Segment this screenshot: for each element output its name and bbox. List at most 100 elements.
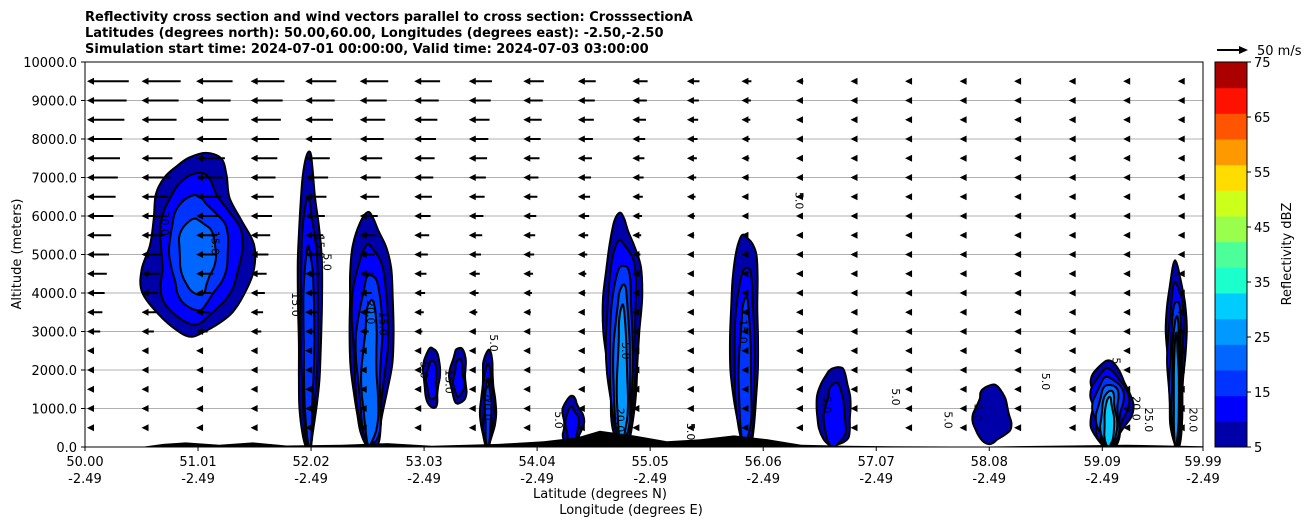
x-tick-label-lat: 53.03	[405, 455, 442, 470]
wind-vector	[905, 135, 913, 143]
wind-vector	[1068, 405, 1076, 412]
wind-vector	[632, 212, 643, 220]
wind-vector	[1068, 193, 1076, 201]
wind-vector	[1177, 424, 1185, 432]
wind-vector	[905, 251, 913, 258]
wind-vector	[686, 270, 694, 278]
wind-vector	[250, 366, 258, 374]
wind-vector	[250, 212, 272, 220]
wind-vector	[1068, 174, 1076, 181]
wind-vector	[1123, 289, 1131, 297]
y-tick-label: 6000.0	[32, 210, 78, 225]
x-tick-label-lat: 54.04	[519, 455, 556, 470]
x-tick-label-lon: -2.49	[294, 472, 328, 487]
wind-vector	[577, 135, 593, 143]
wind-vector	[795, 231, 803, 239]
wind-vector	[359, 77, 389, 85]
reflectivity-cell	[348, 210, 395, 447]
wind-vector	[141, 366, 149, 374]
wind-vector	[741, 231, 749, 239]
wind-vector	[250, 116, 281, 124]
wind-vector	[196, 308, 210, 316]
wind-vector	[905, 366, 913, 374]
wind-vector	[959, 270, 967, 278]
contour-label: 20.0	[480, 396, 493, 421]
wind-vector	[632, 97, 647, 104]
wind-vector	[359, 212, 378, 220]
wind-vector	[686, 366, 694, 374]
colorbar-segment	[1215, 293, 1247, 320]
wind-vector	[1177, 308, 1185, 316]
contour-label: 15.0	[442, 369, 455, 394]
wind-vector	[359, 424, 367, 432]
wind-vector	[1123, 212, 1131, 220]
wind-vector	[1123, 97, 1131, 104]
wind-vector	[1177, 212, 1185, 220]
y-tick-label: 5000.0	[32, 249, 78, 264]
wind-vector	[959, 77, 967, 85]
colorbar-tick-label: 5	[1254, 441, 1262, 456]
wind-vector	[1123, 77, 1131, 85]
wind-vector	[87, 97, 127, 104]
wind-vector	[850, 347, 858, 355]
wind-vector	[632, 347, 640, 355]
wind-vector	[959, 97, 967, 104]
wind-vector	[305, 328, 315, 335]
contour-label: 5.0	[684, 423, 697, 441]
wind-vector	[196, 405, 204, 412]
wind-vector	[305, 212, 325, 220]
wind-vector	[414, 251, 428, 258]
colorbar-segment	[1215, 344, 1247, 371]
wind-vector	[632, 289, 640, 297]
wind-vector	[414, 405, 422, 412]
wind-vector	[141, 308, 156, 316]
wind-vector	[141, 328, 154, 335]
wind-vector	[250, 385, 258, 393]
wind-vector	[577, 154, 592, 162]
wind-vector	[1014, 328, 1022, 335]
wind-vector	[959, 347, 967, 355]
wind-vector	[686, 154, 697, 162]
colorbar-segment	[1215, 164, 1247, 191]
wind-vector	[359, 174, 381, 181]
wind-vector	[959, 154, 967, 162]
colorbar-segment	[1215, 421, 1247, 448]
wind-vector	[850, 174, 858, 181]
contour-label: 20.0	[364, 300, 377, 325]
wind-vector	[959, 308, 967, 316]
wind-vector	[359, 231, 377, 239]
wind-vector	[741, 193, 749, 201]
wind-vector	[905, 347, 913, 355]
wind-vector	[141, 135, 175, 143]
contour-label: 15.0	[208, 231, 221, 256]
wind-vector	[905, 77, 913, 85]
wind-vector	[141, 154, 173, 162]
wind-vector	[141, 405, 149, 412]
wind-vector	[959, 289, 967, 297]
wind-vector	[196, 212, 220, 220]
wind-vector	[686, 308, 694, 316]
x-tick-label-lat: 57.07	[858, 455, 895, 470]
wind-vector	[1068, 328, 1076, 335]
wind-vector	[87, 212, 114, 220]
wind-vector	[141, 212, 167, 220]
wind-vector	[250, 251, 269, 258]
wind-vector	[1123, 174, 1131, 181]
wind-vector	[305, 116, 334, 124]
wind-vector	[959, 366, 967, 374]
wind-vector	[359, 154, 383, 162]
x-tick-label-lat: 51.01	[179, 455, 216, 470]
wind-vector	[523, 405, 531, 412]
wind-vector	[141, 270, 161, 278]
reflectivity-contours	[139, 150, 1188, 447]
wind-vector	[1177, 385, 1185, 393]
x-axis-label-lon: Longitude (degrees E)	[559, 503, 703, 518]
wind-vector	[686, 251, 694, 258]
wind-vector	[850, 154, 858, 162]
contour-label: 5.0	[552, 411, 565, 429]
x-tick-label-lon: -2.49	[1085, 472, 1119, 487]
wind-vector	[1123, 424, 1131, 432]
wind-vector	[795, 77, 804, 85]
wind-vector	[305, 174, 329, 181]
wind-vector	[1177, 347, 1185, 355]
